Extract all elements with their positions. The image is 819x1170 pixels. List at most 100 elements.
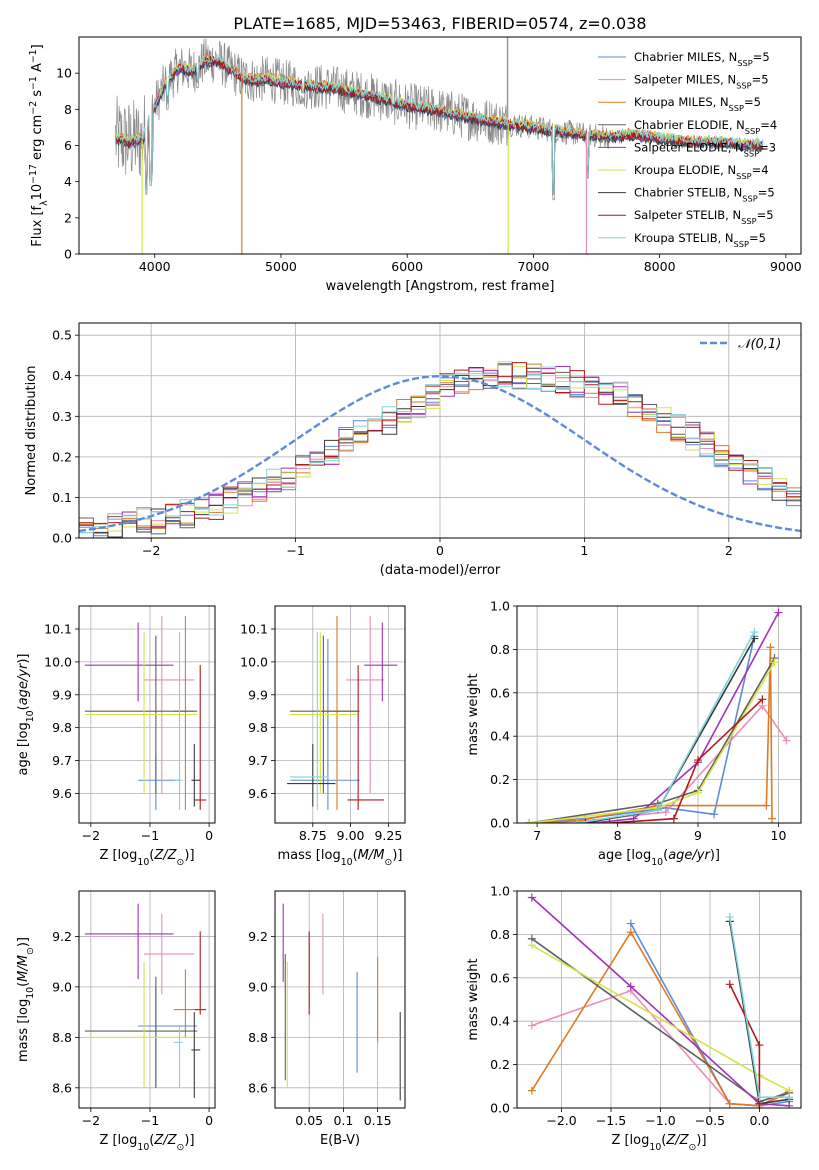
x-tick-label: 0.0 (749, 1113, 769, 1128)
weight-line-4 (593, 612, 780, 823)
weight-marker (661, 808, 670, 817)
y-tick-label: 0.0 (490, 1101, 510, 1116)
weight-line-8 (577, 631, 756, 823)
y-tick-label: 0.1 (52, 490, 72, 505)
x-tick-label: 2 (725, 543, 733, 558)
weight-line-0 (529, 636, 756, 823)
spectrum-x-label: wavelength [Angstrom, rest frame] (326, 279, 555, 294)
legend-label-7: Salpeter STELIB, NSSP=5 (634, 208, 774, 226)
age_vs_mass-frame (274, 605, 406, 824)
y-tick-label: 8.8 (248, 1030, 268, 1045)
weight-marker (774, 608, 783, 617)
x-tick-label: 0 (205, 1113, 213, 1128)
x-tick-label: 8 (614, 828, 622, 843)
normal-curve (79, 374, 801, 533)
x-tick-label: 8000 (644, 259, 676, 274)
mass_weight_vs_Z-x-label: Z [log10(Z/Z⊙)] (611, 1133, 706, 1153)
age_vs_Z-frame (78, 605, 216, 824)
x-tick-label: 0 (436, 543, 444, 558)
y-tick-label: 9.8 (248, 720, 268, 735)
x-tick-label: −1 (141, 1113, 159, 1128)
x-tick-label: 4000 (139, 259, 171, 274)
y-tick-label: 6 (64, 138, 72, 153)
y-tick-label: 2 (64, 210, 72, 225)
mass_vs_ebv-x-label: E(B-V) (320, 1133, 360, 1148)
mass_vs_Z-frame (78, 890, 216, 1109)
x-tick-label: −2 (142, 543, 160, 558)
weight-line-7 (609, 698, 763, 823)
mass_weight_vs_Z-axes: −2.0 −1.5 −1.0 −0.5 0.0 0.0 0.2 0.4 0.6 0.8 1.0 (490, 884, 801, 1128)
x-tick-label: −0.5 (695, 1113, 725, 1128)
weight-line-4 (531, 896, 790, 1107)
weight-marker (581, 819, 590, 823)
y-tick-label: 10 (56, 66, 72, 81)
weight-marker (766, 643, 775, 652)
weight-marker (527, 1086, 536, 1095)
weight-line-5 (529, 661, 776, 823)
mass_vs_Z-points (84, 903, 207, 1098)
y-tick-label: 0 (64, 247, 72, 262)
weight-marker (669, 814, 678, 823)
mass_vs_ebv-frame (274, 890, 406, 1109)
histogram-5 (79, 361, 801, 532)
x-tick-label: 9.25 (374, 828, 402, 843)
weight-marker (770, 658, 779, 667)
x-tick-label: 0.1 (333, 1113, 353, 1128)
x-tick-label: −2 (82, 828, 100, 843)
residuals-axes: −2 −1 0 1 2 0.0 0.1 0.2 0.3 0.4 0.5 (52, 323, 801, 558)
x-tick-label: 6000 (391, 259, 423, 274)
y-tick-label: 0.4 (490, 729, 510, 744)
residual-histograms (79, 361, 801, 538)
weight-marker (525, 819, 534, 823)
weight-line-2 (529, 647, 773, 823)
spectrum-y-label: Flux [fλ10−17 erg cm−2 s−1 A−1] (28, 44, 50, 246)
mass_weight_vs_age-frame (516, 605, 802, 824)
age_vs_Z-points (84, 615, 207, 810)
y-tick-label: 10.1 (44, 622, 72, 637)
spectrum-axes: 4000 5000 6000 7000 8000 9000 0 2 4 6 8 10 (56, 66, 802, 274)
x-tick-label: 7 (533, 828, 541, 843)
weight-marker (725, 1099, 734, 1108)
age_vs_mass-points (287, 615, 398, 810)
x-tick-label: 8.75 (299, 828, 327, 843)
legend-label-2: Kroupa MILES, NSSP=5 (634, 95, 761, 113)
weight-marker (762, 801, 771, 810)
mass_vs_ebv-points (282, 903, 401, 1101)
mass_vs_Z-x-label: Z [log10(Z/Z⊙)] (99, 1133, 194, 1153)
mass_weight_vs_age-lines (525, 608, 791, 823)
mass_vs_Z-y-label: mass [log10(M/M⊙)] (16, 937, 36, 1062)
x-tick-label: 0 (205, 828, 213, 843)
y-tick-label: 9.7 (248, 753, 268, 768)
y-tick-label: 0.6 (490, 685, 510, 700)
y-tick-label: 8 (64, 102, 72, 117)
mass_weight_vs_age-x-label: age [log10(age/yr)] (598, 848, 720, 868)
y-tick-label: 0.4 (52, 368, 72, 383)
histogram-7 (79, 362, 801, 528)
y-tick-label: 0.8 (490, 642, 510, 657)
y-tick-label: 1.0 (490, 884, 510, 899)
weight-line-3 (528, 657, 776, 823)
weight-marker (694, 756, 703, 765)
y-tick-label: 10.1 (240, 622, 268, 637)
y-tick-label: 9.0 (52, 979, 72, 994)
y-tick-label: 0.5 (52, 328, 72, 343)
weight-marker (626, 919, 635, 928)
x-tick-label: 0.05 (295, 1113, 323, 1128)
mass_weight_vs_age-y-label: mass weight (466, 673, 481, 755)
weight-marker (755, 1093, 764, 1102)
y-tick-label: 9.6 (248, 786, 268, 801)
x-tick-label: 10 (771, 828, 787, 843)
age_vs_Z-x-label: Z [log10(Z/Z⊙)] (99, 848, 194, 868)
y-tick-label: 0.8 (490, 927, 510, 942)
weight-marker (694, 788, 703, 797)
legend-label-8: Kroupa STELIB, NSSP=5 (634, 231, 766, 249)
legend-normal-label: 𝒩(0,1) (738, 337, 781, 352)
y-tick-label: 9.2 (52, 929, 72, 944)
x-tick-label: 9.00 (337, 828, 365, 843)
spectrum-lines (115, 37, 764, 254)
weight-marker (758, 695, 767, 704)
y-tick-label: 9.2 (248, 929, 268, 944)
weight-marker (626, 928, 635, 937)
weight-marker (755, 1041, 764, 1050)
